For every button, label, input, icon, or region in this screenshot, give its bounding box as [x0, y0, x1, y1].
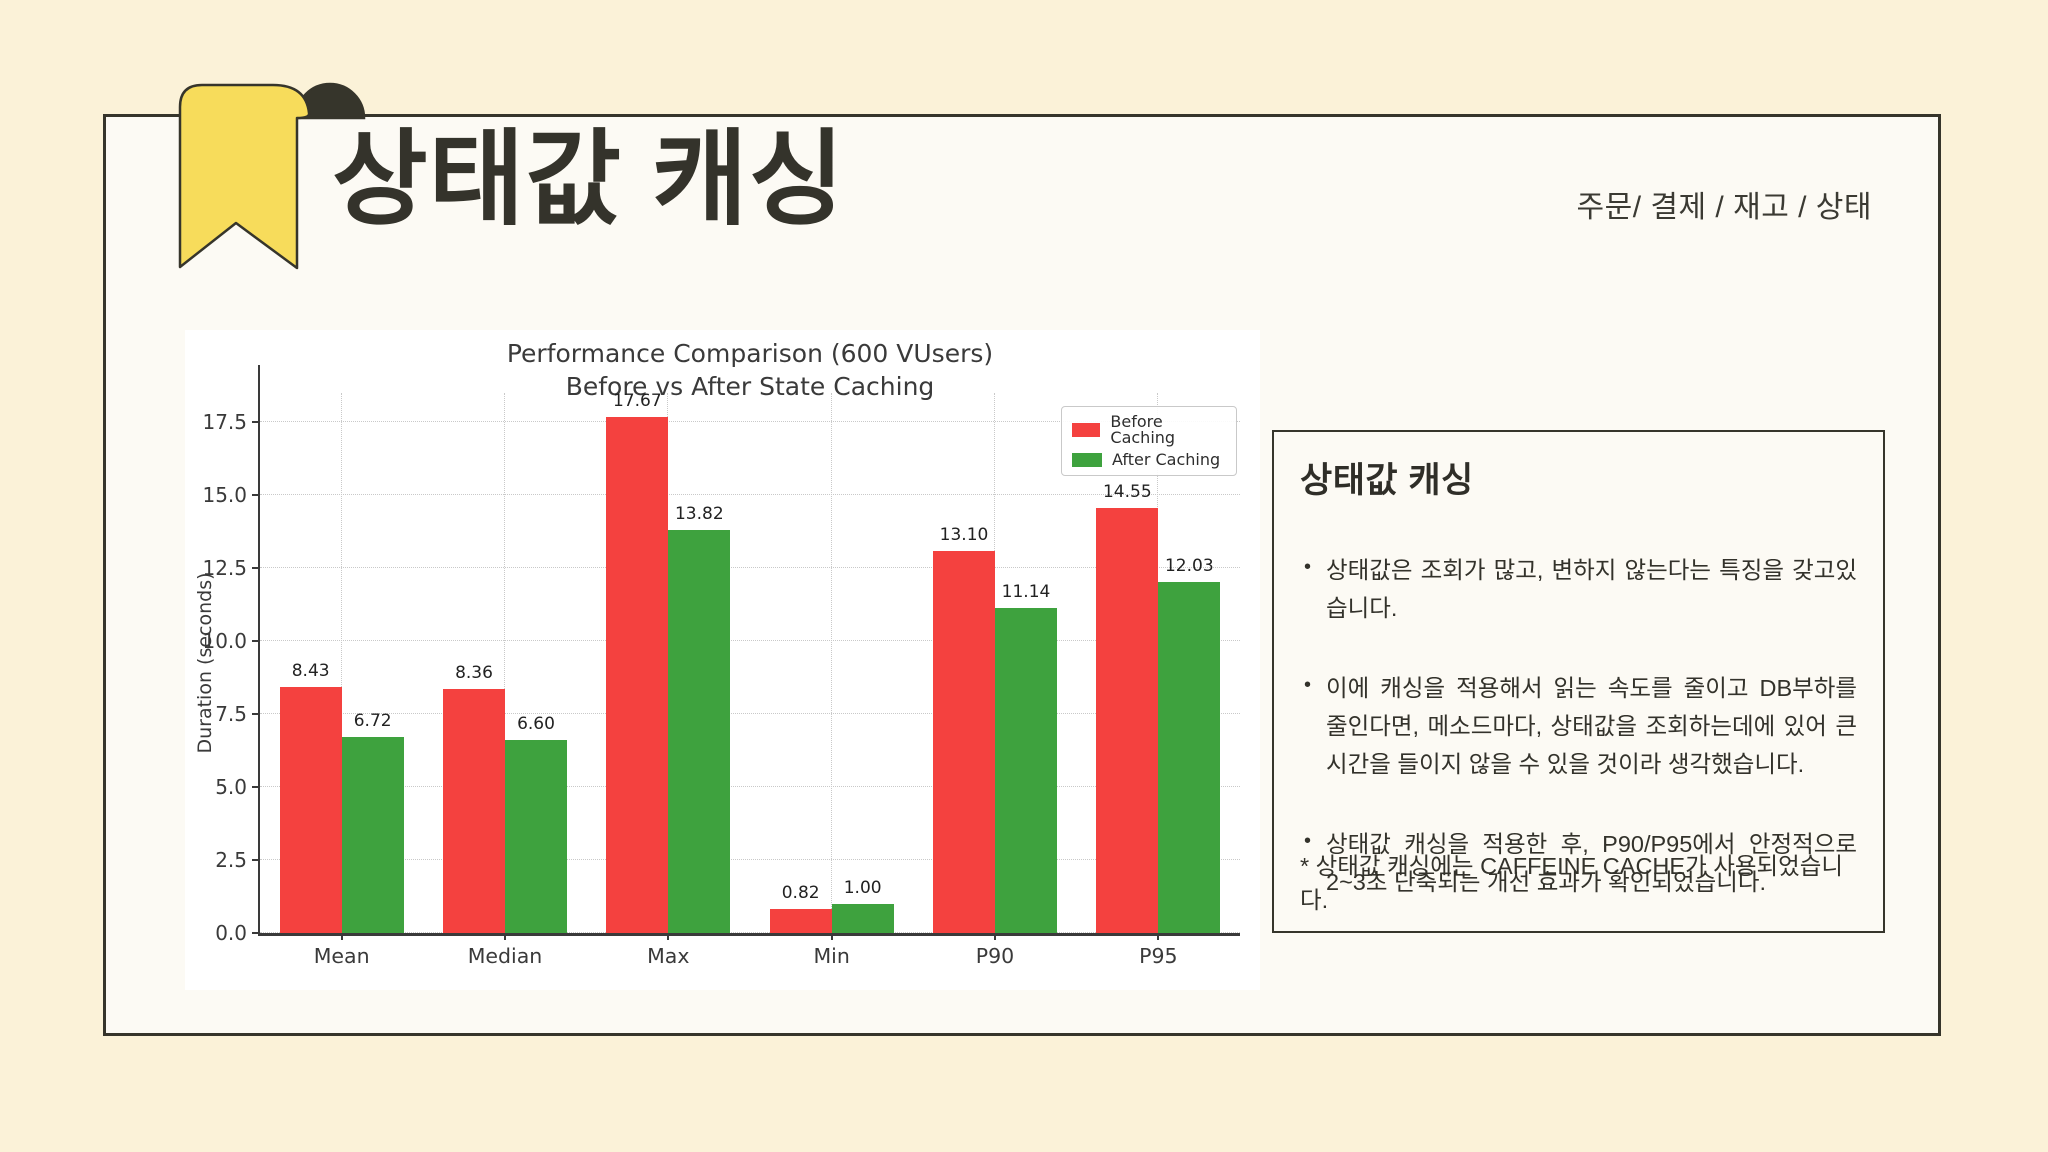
bar-after-p90 — [995, 607, 1057, 933]
info-box-title: 상태값 캐싱 — [1300, 461, 1474, 500]
bar-after-p95 — [1158, 581, 1221, 933]
bar-value-label: 0.82 — [781, 883, 820, 904]
plot-area: 0.0 2.5 5.0 7.5 10.0 12.5 15.0 17.5 Mean Median Ma… — [185, 330, 1260, 990]
page-title: 상태값 캐싱 — [332, 122, 846, 238]
y-tick-mark — [252, 859, 260, 862]
y-gridline — [260, 859, 1240, 861]
info-box: 상태값 캐싱 상태값은 조회가 많고, 변하지 않는다는 특징을 갖고있습니다.… — [1272, 430, 1885, 933]
y-gridline — [260, 932, 1240, 933]
y-tick-mark — [252, 640, 260, 643]
y-gridline — [260, 494, 1240, 496]
x-tick-label: Median — [467, 944, 543, 968]
legend-item-before: Before Caching — [1072, 414, 1226, 446]
legend-label-after: After Caching — [1112, 450, 1221, 469]
x-tick-mark — [504, 933, 506, 940]
legend: Before Caching After Caching — [1061, 406, 1237, 476]
x-tick-mark — [667, 933, 670, 940]
bar-value-label: 11.14 — [1001, 581, 1051, 602]
info-bullet: 상태값 캐싱을 적용한 후, P90/P95에서 안정적으로 2~3초 단축되는… — [1300, 825, 1857, 901]
bar-value-label: 13.82 — [674, 503, 724, 524]
y-tick-label: 0.0 — [215, 921, 247, 945]
chart-title-line2: Before vs After State Caching — [565, 372, 935, 401]
bar-value-label: 6.72 — [353, 710, 392, 731]
bar-value-label: 12.03 — [1164, 555, 1214, 576]
y-gridline — [260, 567, 1240, 569]
y-tick-label: 5.0 — [215, 775, 247, 800]
x-tick-label: Min — [813, 944, 850, 968]
info-bullet-list: 상태값은 조회가 많고, 변하지 않는다는 특징을 갖고있습니다. 이에 캐싱을… — [1300, 551, 1857, 901]
chart: Performance Comparison (600 VUsers) Befo… — [185, 330, 1260, 990]
bar-value-label: 8.43 — [291, 660, 330, 681]
legend-item-after: After Caching — [1072, 452, 1226, 468]
y-tick-mark — [252, 932, 260, 934]
y-gridline — [260, 786, 1240, 788]
bookmark-ribbon — [178, 83, 311, 270]
bar-after-mean — [341, 736, 404, 933]
x-tick-label: Max — [647, 944, 690, 968]
bar-value-label: 13.10 — [939, 524, 989, 545]
bar-before-mean — [279, 686, 342, 933]
x-gridline — [830, 393, 832, 933]
y-gridline — [260, 713, 1240, 715]
bar-before-median — [443, 688, 505, 933]
y-tick-mark — [252, 786, 260, 789]
info-bullet: 상태값은 조회가 많고, 변하지 않는다는 특징을 갖고있습니다. — [1300, 551, 1857, 627]
y-tick-label: 7.5 — [215, 702, 247, 727]
bar-before-min — [769, 909, 832, 933]
bar-after-max — [668, 529, 731, 933]
chart-title: Performance Comparison (600 VUsers) Befo… — [260, 337, 1240, 403]
y-tick-mark — [252, 713, 260, 716]
y-tick-label: 12.5 — [202, 556, 247, 581]
bar-before-max — [606, 417, 669, 933]
x-tick-mark — [1157, 933, 1160, 940]
y-gridline — [260, 640, 1240, 642]
breadcrumb: 주문/ 결제 / 재고 / 상태 — [1576, 191, 1872, 224]
chart-title-line1: Performance Comparison (600 VUsers) — [506, 339, 994, 368]
y-tick-mark — [252, 494, 260, 497]
bar-value-label: 17.67 — [612, 391, 662, 412]
legend-label-before: Before Caching — [1110, 412, 1176, 447]
x-tick-label: P95 — [1139, 944, 1178, 968]
bar-value-label: 8.36 — [455, 662, 493, 683]
y-tick-label: 2.5 — [215, 848, 247, 873]
y-tick-mark — [252, 421, 260, 424]
info-bullet: 이에 캐싱을 적용해서 읽는 속도를 줄이고 DB부하를 줄인다면, 메소드마다… — [1300, 669, 1857, 783]
bar-before-p95 — [1096, 508, 1159, 933]
x-tick-mark — [830, 933, 833, 940]
bookmark-ribbon-icon — [178, 82, 366, 270]
x-tick-label: Mean — [313, 944, 370, 968]
y-gridline — [260, 421, 1240, 423]
bar-value-label: 6.60 — [517, 714, 555, 735]
legend-swatch-before — [1072, 423, 1101, 437]
x-axis-spine — [258, 933, 1240, 936]
y-tick-label: 17.5 — [202, 410, 247, 435]
x-tick-mark — [994, 933, 996, 940]
info-box-footnote: * 상태값 캐싱에는 CAFFEINE CACHE가 사용되었습니다. — [1300, 853, 1843, 913]
y-tick-label: 15.0 — [202, 483, 247, 508]
y-tick-mark — [252, 567, 260, 570]
x-gridline — [340, 393, 342, 933]
legend-swatch-after — [1072, 453, 1102, 467]
y-tick-label: 10.0 — [202, 629, 247, 654]
bar-value-label: 14.55 — [1102, 482, 1152, 503]
y-axis-spine — [258, 365, 260, 935]
bar-after-min — [831, 903, 894, 933]
bar-before-p90 — [933, 550, 995, 933]
x-tick-label: P90 — [975, 944, 1015, 968]
bar-value-label: 1.00 — [843, 877, 882, 898]
x-tick-mark — [340, 933, 343, 940]
x-gridline — [504, 393, 505, 933]
bar-after-median — [505, 740, 567, 933]
